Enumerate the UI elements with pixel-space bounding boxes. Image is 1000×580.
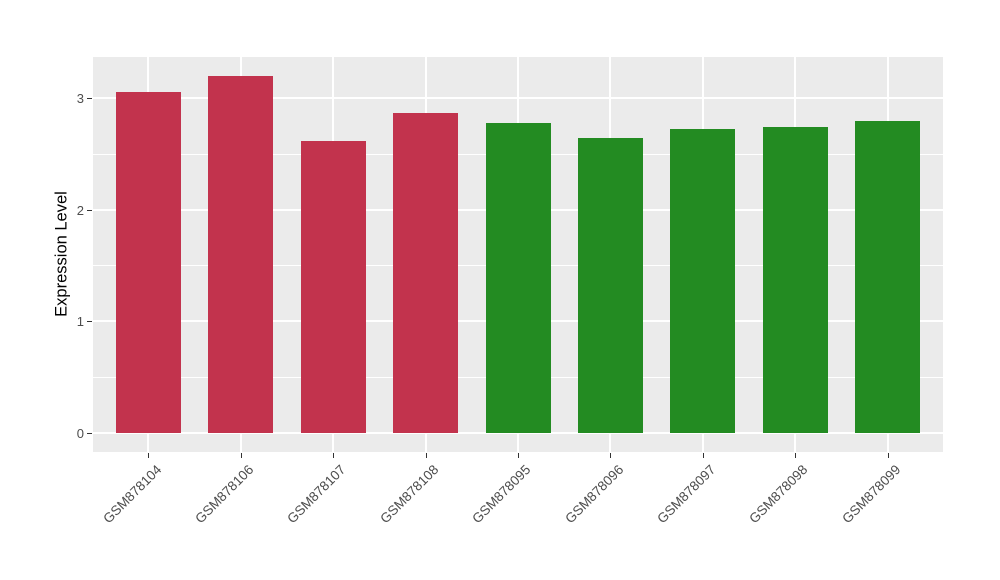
y-tick-label: 1 [76,314,84,330]
bar-GSM878106 [208,75,274,433]
y-tick-label: 0 [76,426,84,441]
y-tick-mark [87,433,92,434]
y-tick-label: 2 [76,202,84,218]
x-tick-mark [518,453,519,458]
x-tick-label-GSM878096: GSM878096 [561,462,626,527]
x-tick-label-GSM878097: GSM878097 [654,462,719,527]
x-tick-mark [887,453,889,458]
bar-GSM878107 [300,140,366,433]
x-tick-mark [333,453,335,458]
x-tick-label-GSM878107: GSM878107 [284,462,349,527]
x-tick-mark [610,453,612,458]
y-tick-mark [87,98,92,100]
x-tick-label-GSM878108: GSM878108 [376,462,442,527]
x-tick-label-GSM878095: GSM878095 [469,462,534,527]
x-tick-mark [425,453,427,458]
x-tick-mark [702,453,704,458]
y-tick-label: 3 [76,91,84,107]
y-tick-mark [87,321,92,323]
x-tick-label-GSM878106: GSM878106 [192,462,257,527]
x-tick-mark [148,453,150,458]
x-tick-label-GSM878098: GSM878098 [746,462,811,527]
bar-GSM878108 [393,112,459,433]
x-tick-mark [795,453,797,458]
bar-GSM878104 [115,91,181,433]
x-tick-mark [240,453,242,458]
bar-GSM878096 [577,138,643,433]
bar-GSM878097 [670,129,736,433]
bar-GSM878099 [855,120,921,433]
x-tick-label-GSM878099: GSM878099 [838,462,904,527]
plot-panel [93,57,943,452]
y-tick-mark [87,209,92,211]
bar-GSM878098 [762,127,828,433]
bar-GSM878095 [485,122,551,433]
x-tick-label-GSM878104: GSM878104 [99,462,165,527]
